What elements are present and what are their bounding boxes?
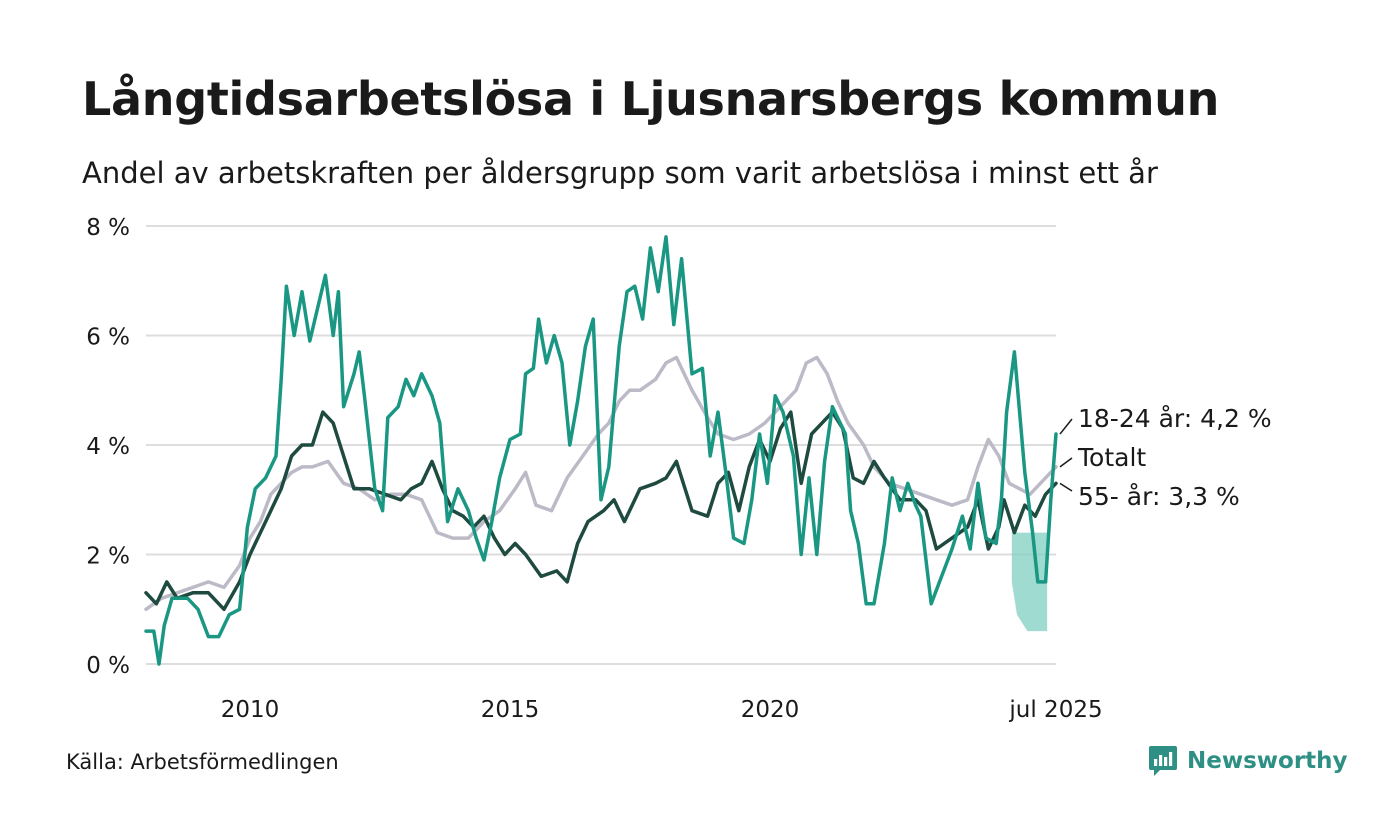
y-tick-label: 8 % [86,215,130,241]
leader-line-total [1059,457,1073,468]
brand-name: Newsworthy [1187,748,1348,774]
label-layer: Totalt 55- år: 3,3 % 18-24 år: 4,2 % [1059,404,1272,511]
x-tick-label: 2020 [741,697,800,723]
x-tick-label: 2010 [221,697,280,723]
end-label-youth: 18-24 år: 4,2 % [1078,404,1272,433]
chart-subtitle: Andel av arbetskraften per åldersgrupp s… [82,156,1158,190]
brand-logo: Newsworthy [1148,744,1348,778]
end-label-senior: 55- år: 3,3 % [1078,482,1240,511]
y-tick-label: 0 % [86,653,130,679]
newsworthy-logo-icon [1149,746,1177,776]
end-label-total: Totalt [1077,443,1146,472]
grid-layer: 0 % 2 % 4 % 6 % 8 % 2010 2015 2020 jul 2025 [86,215,1102,723]
y-tick-label: 6 % [86,325,130,351]
uncertainty-band [1011,527,1048,632]
y-tick-label: 4 % [86,434,130,460]
series-layer [144,235,1058,666]
source-note: Källa: Arbetsförmedlingen [66,750,339,774]
x-tick-label: 2015 [481,697,540,723]
y-tick-label: 2 % [86,544,130,570]
x-tick-label: jul 2025 [1008,697,1102,723]
band-layer [1011,527,1048,632]
series-line-youth [144,235,1058,666]
chart-title: Långtidsarbetslösa i Ljusnarsbergs kommu… [82,72,1220,126]
leader-line-senior [1059,482,1073,492]
leader-line-youth [1059,418,1073,435]
series-line-total [144,355,1058,612]
